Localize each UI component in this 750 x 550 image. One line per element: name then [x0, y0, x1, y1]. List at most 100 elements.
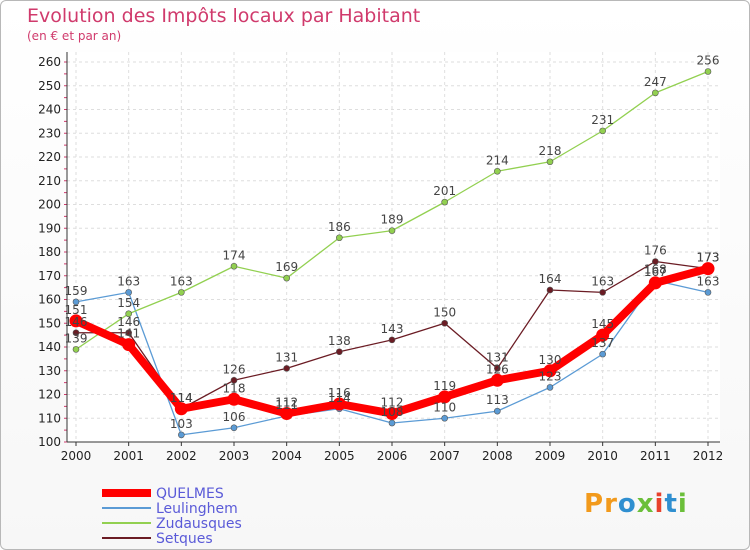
data-label-quelmes: 112 [381, 396, 404, 410]
data-point-quelmes [490, 373, 504, 387]
data-point-zudausques [178, 289, 185, 296]
data-label-leulinghem: 106 [223, 410, 246, 424]
data-label-zudausques: 256 [697, 54, 720, 68]
x-tick-label: 2008 [482, 449, 513, 463]
data-point-quelmes [174, 402, 188, 416]
logo-letter: i [654, 489, 665, 519]
y-tick-label: 100 [38, 435, 61, 449]
data-label-quelmes: 126 [486, 362, 509, 376]
data-point-quelmes [280, 407, 294, 420]
data-label-zudausques: 174 [223, 248, 246, 262]
data-point-zudausques [230, 262, 238, 270]
data-label-leulinghem: 113 [486, 393, 509, 407]
data-label-setques: 138 [328, 334, 351, 348]
data-label-leulinghem: 163 [697, 274, 720, 288]
data-label-zudausques: 247 [644, 75, 667, 89]
y-tick-label: 120 [38, 388, 61, 402]
x-tick-label: 2010 [587, 449, 618, 463]
x-tick-label: 2006 [377, 449, 408, 463]
data-label-quelmes: 114 [170, 391, 193, 405]
data-point-setques [599, 289, 606, 296]
data-label-quelmes: 173 [697, 251, 720, 265]
data-point-leulinghem [125, 289, 132, 296]
data-point-zudausques [546, 158, 554, 166]
data-point-setques [230, 376, 238, 384]
y-tick-label: 150 [38, 316, 61, 330]
data-label-setques: 150 [433, 305, 456, 319]
y-tick-label: 110 [38, 411, 61, 425]
data-label-quelmes: 119 [433, 379, 456, 393]
chart-title: Evolution des Impôts locaux par Habitant [27, 5, 421, 27]
data-label-setques: 131 [486, 350, 509, 364]
y-tick-label: 240 [38, 103, 61, 117]
data-point-leulinghem [494, 407, 501, 415]
data-point-zudausques [599, 127, 606, 135]
legend-label-setques: Setques [156, 531, 213, 547]
data-point-leulinghem [546, 384, 554, 391]
data-label-setques: 126 [223, 362, 246, 376]
data-label-zudausques: 201 [433, 184, 456, 198]
data-point-quelmes [438, 390, 452, 404]
data-label-setques: 143 [381, 322, 404, 336]
data-point-setques [336, 348, 343, 356]
data-point-setques [441, 319, 448, 327]
data-label-leulinghem: 159 [65, 284, 88, 298]
data-label-zudausques: 231 [591, 113, 614, 127]
data-label-setques: 146 [117, 315, 140, 329]
data-label-quelmes: 151 [65, 303, 88, 317]
data-label-setques: 163 [591, 274, 614, 288]
data-point-zudausques [388, 227, 396, 234]
logo-letter: P [584, 489, 605, 519]
data-point-zudausques [72, 346, 80, 353]
data-label-leulinghem: 163 [117, 274, 140, 288]
data-label-zudausques: 186 [328, 220, 351, 234]
data-label-leulinghem: 114 [328, 391, 351, 405]
x-tick-label: 2011 [640, 449, 671, 463]
logo-letter: i [677, 489, 688, 519]
x-tick-label: 2002 [166, 449, 197, 463]
x-tick-label: 2001 [113, 449, 144, 463]
legend-label-zudausques: Zudausques [156, 516, 242, 532]
data-point-zudausques [283, 274, 290, 282]
data-label-leulinghem: 110 [433, 400, 456, 414]
data-point-quelmes [385, 407, 399, 420]
data-label-zudausques: 169 [275, 260, 298, 274]
data-point-quelmes [227, 392, 241, 406]
x-tick-label: 2000 [61, 449, 92, 463]
data-point-zudausques [441, 198, 448, 206]
data-point-quelmes [543, 364, 557, 378]
legend-label-leulinghem: Leulinghem [156, 501, 238, 517]
data-label-leulinghem: 103 [170, 417, 193, 431]
data-point-setques [283, 365, 290, 372]
data-label-setques: 131 [275, 350, 298, 364]
data-label-leulinghem: 123 [539, 369, 562, 383]
data-label-quelmes: 167 [644, 265, 667, 279]
data-label-leulinghem: 168 [644, 263, 667, 277]
x-tick-label: 2003 [219, 449, 250, 463]
x-tick-label: 2004 [271, 449, 302, 463]
data-point-leulinghem [230, 424, 238, 432]
y-tick-label: 170 [38, 269, 61, 283]
y-tick-label: 160 [38, 293, 61, 307]
proxiti-logo: Proxiti [584, 489, 688, 519]
data-label-setques: 173 [697, 251, 720, 265]
data-label-setques: 164 [539, 272, 562, 286]
y-tick-label: 190 [38, 221, 61, 235]
data-point-zudausques [652, 89, 659, 97]
data-point-leulinghem [178, 431, 185, 439]
x-tick-label: 2009 [535, 449, 566, 463]
data-label-zudausques: 163 [170, 274, 193, 288]
y-tick-label: 130 [38, 364, 61, 378]
data-label-quelmes: 145 [591, 317, 614, 331]
logo-letter: x [636, 489, 655, 519]
y-tick-label: 210 [38, 174, 61, 188]
x-tick-label: 2007 [429, 449, 460, 463]
y-tick-label: 220 [38, 150, 61, 164]
logo-letter: t [664, 489, 678, 519]
logo-letter: o [617, 489, 637, 519]
data-point-quelmes [69, 314, 83, 328]
data-label-quelmes: 130 [539, 353, 562, 367]
plot-area [67, 52, 720, 442]
